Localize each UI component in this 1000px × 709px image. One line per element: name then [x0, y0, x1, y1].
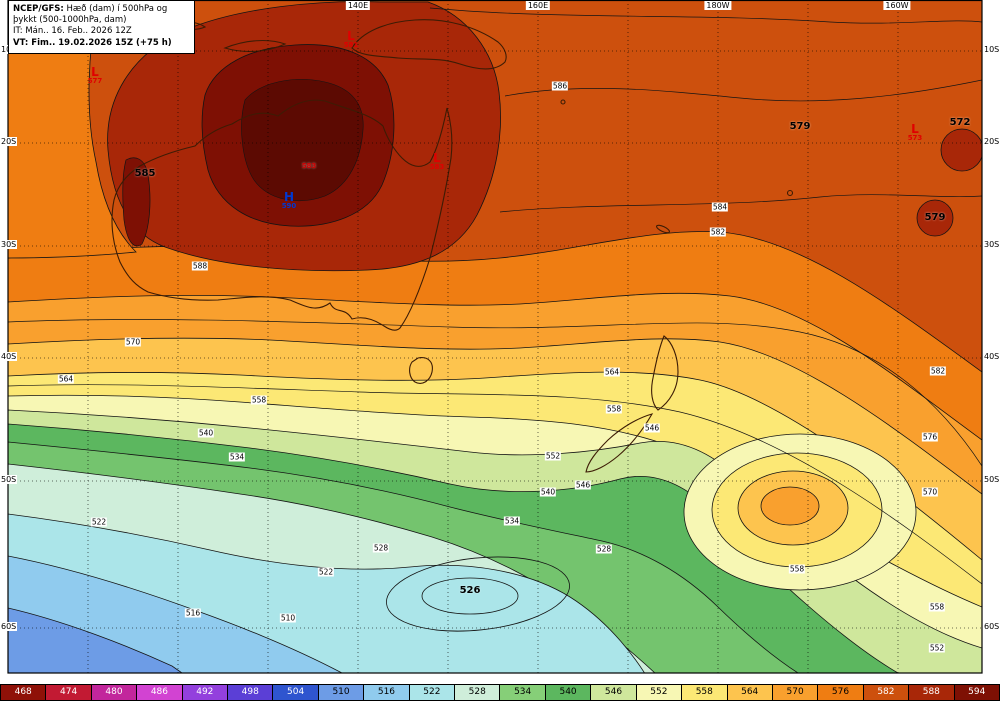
colorbar-cell: 546 — [591, 685, 637, 700]
filled-contours — [8, 0, 982, 673]
fiji — [786, 189, 794, 197]
colorbar-cell: 588 — [909, 685, 955, 700]
coastlines — [54, 11, 794, 473]
new-guinea-coastline — [351, 19, 507, 70]
init-time: IT: Mán.. 16. Feb.. 2026 12Z — [13, 26, 132, 37]
weather-map — [7, 0, 983, 674]
title-line-2: þykkt (500-1000hPa, dam) — [13, 15, 127, 26]
colorbar-cell: 594 — [954, 685, 999, 700]
title-line-1: NCEP/GFS: Hæð (dam) í 500hPa og — [13, 4, 168, 14]
colorbar-cell: 504 — [273, 685, 319, 700]
valid-time: VT: Fim.. 19.02.2026 15Z (+75 h) — [13, 37, 172, 48]
new-zealand-south-island — [585, 413, 654, 473]
title-box: NCEP/GFS: Hæð (dam) í 500hPa og þykkt (5… — [8, 0, 195, 54]
colorbar-cell: 570 — [772, 685, 819, 700]
colorbar-cell: 582 — [863, 685, 910, 700]
colorbar-cell: 564 — [727, 685, 773, 700]
contour-lines — [8, 7, 982, 585]
colorbar-cell: 486 — [137, 685, 183, 700]
colorbar-cell: 522 — [409, 685, 456, 700]
colorbar-cell: 510 — [318, 685, 365, 700]
colorbar-cell: 558 — [682, 685, 728, 700]
colorbar-cell: 576 — [818, 685, 864, 700]
model-name: NCEP/GFS: — [13, 4, 64, 14]
colorbar-legend: 468 474 480 486 492 498 504 510 516 522 528 534 540 5… — [0, 684, 1000, 701]
new-zealand-north-island — [651, 335, 679, 411]
new-caledonia — [656, 224, 670, 234]
solomon-islands — [560, 99, 566, 105]
colorbar-cell: 492 — [182, 685, 229, 700]
australia-coastline — [111, 99, 453, 331]
colorbar-cell: 474 — [46, 685, 92, 700]
colorbar-cell: 534 — [500, 685, 546, 700]
tasmania-coastline — [409, 357, 433, 384]
colorbar-cell: 528 — [455, 685, 501, 700]
colorbar-cell: 516 — [364, 685, 410, 700]
colorbar-cell: 540 — [545, 685, 592, 700]
colorbar-cell: 552 — [636, 685, 683, 700]
colorbar-cell: 480 — [91, 685, 138, 700]
grid-lines — [8, 0, 982, 673]
map-border — [7, 0, 983, 674]
colorbar-cell: 498 — [228, 685, 274, 700]
colorbar-cell: 468 — [1, 685, 47, 700]
